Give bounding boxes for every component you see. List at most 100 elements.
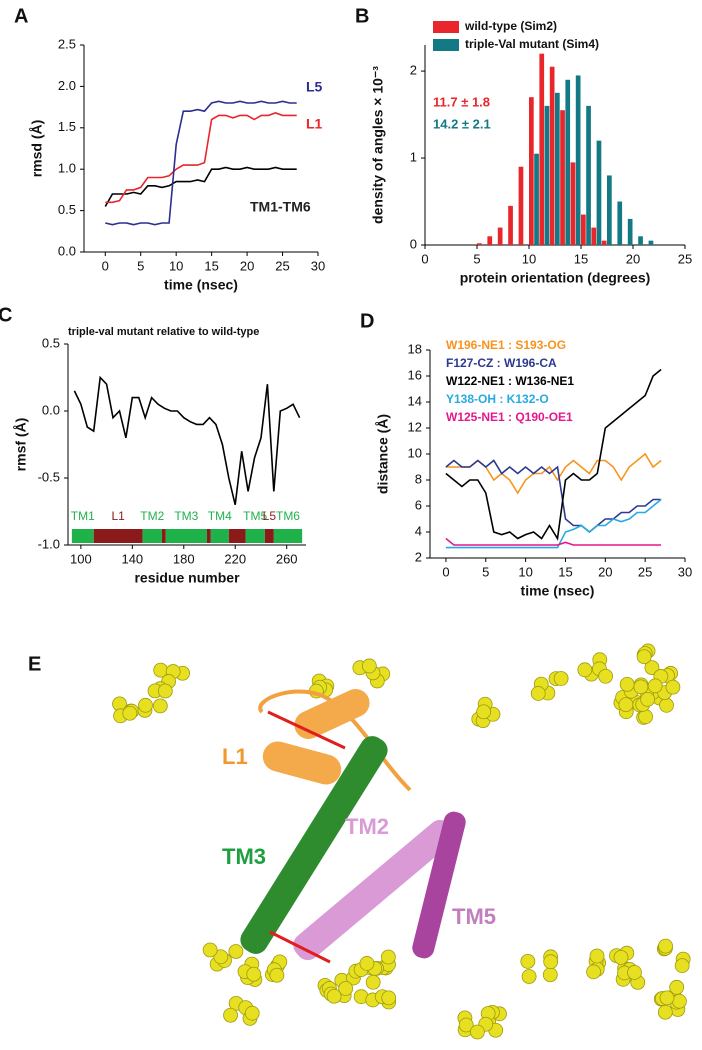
panel-letter: E: [28, 653, 41, 675]
domain-segment: [273, 529, 303, 543]
lipid-sphere: [672, 993, 687, 1009]
x-tick-label: 140: [121, 551, 143, 566]
lipid-sphere: [521, 969, 537, 984]
domain-label: TM4: [208, 509, 232, 523]
domain-segment: [71, 529, 94, 543]
x-tick-label: 30: [678, 564, 692, 579]
subtitle: triple-val mutant relative to wild-type: [68, 326, 259, 338]
helix-tm3: [240, 736, 388, 954]
histogram-bar: [539, 53, 545, 246]
histogram-bar: [518, 166, 524, 245]
domain-label: TM5: [243, 509, 267, 523]
histogram-bar: [549, 66, 555, 245]
y-tick-label: 0.0: [58, 243, 76, 258]
line-series: [445, 498, 662, 549]
lipid-sphere: [665, 679, 681, 695]
y-tick-label: 0.5: [42, 335, 60, 350]
domain-segment: [228, 529, 246, 543]
lipid-sphere: [269, 967, 285, 983]
y-tick-label: 6: [415, 497, 422, 512]
y-axis-label: rmsf (Å): [13, 418, 29, 472]
y-tick-label: 2: [410, 63, 417, 78]
lipid-sphere: [228, 944, 244, 959]
histogram-bar: [575, 75, 581, 245]
x-tick-label: 25: [678, 251, 692, 266]
lipid-sphere: [644, 660, 660, 676]
y-tick-label: 1.0: [58, 161, 76, 176]
y-axis-label: distance (Å): [375, 414, 391, 494]
lipid-sphere: [619, 676, 635, 692]
lipid-sphere: [520, 953, 536, 969]
lipid-sphere: [659, 990, 675, 1006]
x-tick-label: 220: [224, 551, 246, 566]
lipid-sphere: [326, 988, 342, 1004]
histogram-bar: [565, 79, 571, 245]
lipid-sphere: [122, 705, 138, 721]
x-tick-label: 0: [442, 564, 449, 579]
y-tick-label: 8: [415, 471, 422, 486]
domain-label: TM3: [174, 509, 198, 523]
scene-background: [115, 640, 702, 1045]
lipid-sphere: [213, 949, 229, 965]
panel-letter: C: [0, 304, 12, 326]
y-tick-label: 14: [408, 393, 422, 408]
lipid-sphere: [657, 1004, 673, 1020]
lipid-sphere: [470, 1024, 485, 1040]
line-series: [104, 166, 297, 207]
domain-label: L5: [263, 509, 277, 523]
y-tick-label: 0.5: [58, 202, 76, 217]
legend-entry: Y138-OH : K132-O: [446, 392, 549, 406]
annotation: 14.2 ± 2.1: [433, 116, 491, 131]
series-label: L1: [306, 116, 323, 132]
line-series: [445, 537, 662, 546]
lipid-sphere: [359, 956, 375, 971]
lipid-layer: [112, 643, 691, 1040]
line-series: [445, 368, 662, 541]
histogram-bar: [586, 105, 591, 245]
x-tick-label: 100: [70, 551, 92, 566]
lipid-sphere: [458, 1017, 474, 1033]
y-tick-label: 1: [410, 149, 417, 164]
lipid-sphere: [633, 679, 649, 695]
lipid-sphere: [380, 949, 396, 965]
domain-segment: [142, 529, 162, 543]
lipid-sphere: [618, 697, 634, 712]
lipid-sphere: [647, 678, 663, 694]
lipid-sphere: [476, 704, 492, 720]
domain-segment: [206, 529, 211, 543]
x-tick-label: 10: [169, 258, 183, 273]
x-tick-label: 10: [518, 564, 532, 579]
lipid-sphere: [543, 954, 559, 970]
lipid-sphere: [542, 967, 558, 983]
lipid-sphere: [589, 948, 605, 964]
legend-swatch: [433, 21, 459, 33]
legend-entry: W122-NE1 : W136-NE1: [446, 374, 574, 388]
domain-segment: [245, 529, 265, 543]
panel-letter: A: [14, 5, 28, 27]
histogram-bar: [570, 162, 576, 245]
x-axis-label: protein orientation (degrees): [460, 270, 651, 286]
legend-entry: triple-Val mutant (Sim4): [465, 37, 599, 51]
legend-swatch: [433, 39, 459, 51]
label-tm5: TM5: [452, 904, 496, 929]
histogram-bar: [555, 92, 560, 246]
y-tick-label: -1.0: [38, 536, 60, 551]
x-tick-label: 30: [311, 258, 325, 273]
x-axis-label: residue number: [134, 570, 240, 586]
panel-letter: B: [355, 5, 369, 27]
histogram-bar: [591, 227, 597, 245]
y-axis-label: density of angles × 10⁻³: [370, 66, 386, 224]
histogram-bar: [596, 140, 602, 245]
legend-entry: wild-type (Sim2): [464, 19, 557, 33]
domain-label: TM1: [71, 509, 95, 523]
panel-letter: D: [360, 310, 374, 332]
domain-label: TM2: [140, 509, 164, 523]
histogram-bar: [477, 243, 482, 245]
y-tick-label: 2.0: [58, 78, 76, 93]
x-tick-label: 20: [626, 251, 640, 266]
lipid-sphere: [530, 686, 546, 701]
helix-tm5: [412, 811, 466, 959]
domain-segment: [93, 529, 143, 543]
x-tick-label: 25: [275, 258, 289, 273]
